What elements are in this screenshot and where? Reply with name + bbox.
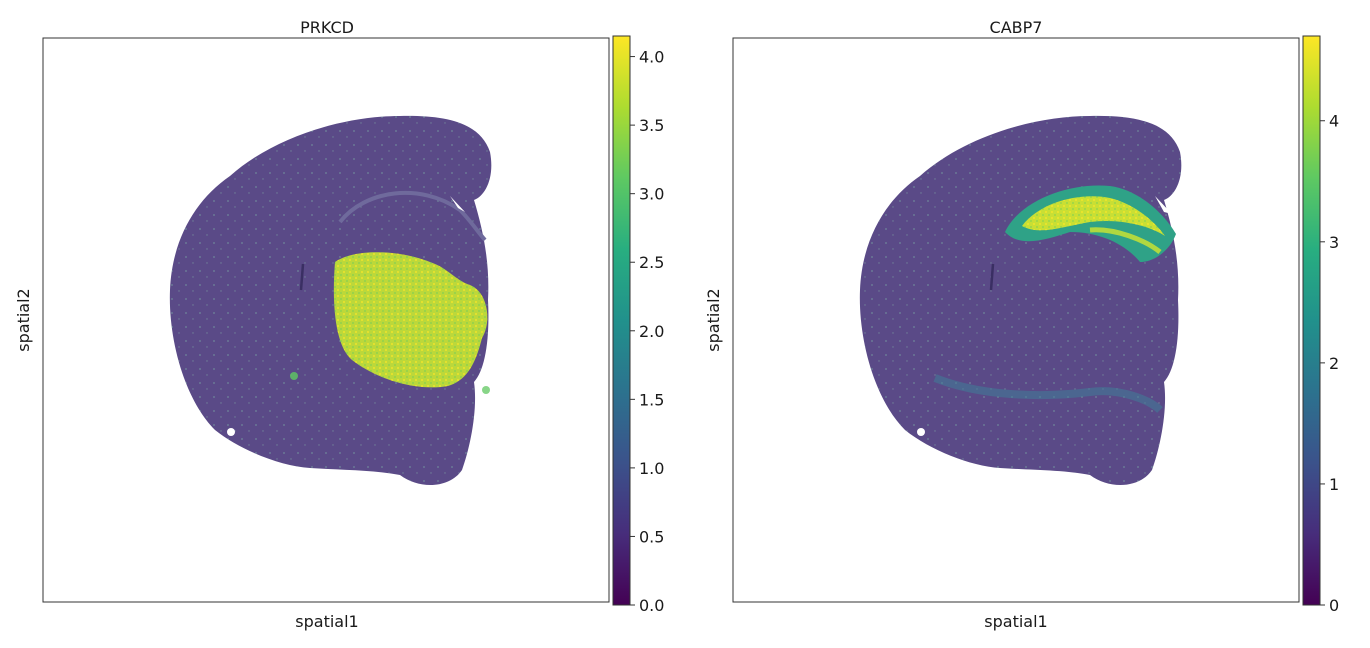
- panel-prkcd: PRKCD spatial1 spatial2 0.0 0.5 1.0 1.5 2.0 2…: [14, 18, 664, 631]
- panel-title: PRKCD: [300, 18, 354, 37]
- colorbar-tick-label: 0: [1329, 596, 1339, 615]
- lower-band: [933, 374, 1163, 414]
- tissue-hole: [917, 428, 925, 436]
- spot-outlier: [482, 386, 490, 394]
- colorbar-tick-label: 0.0: [639, 596, 664, 615]
- hippocampus-outer: [1005, 185, 1176, 262]
- colorbar-ticks: 0 1 2 3 4: [1320, 112, 1339, 615]
- hippocampus-rim: [450, 196, 465, 212]
- colorbar-tick-label: 0.5: [639, 527, 664, 546]
- ventricle-gap: [1155, 196, 1172, 214]
- y-axis-label: spatial2: [14, 288, 33, 351]
- tissue-hole: [227, 428, 235, 436]
- colorbar-tick-label: 2: [1329, 354, 1339, 373]
- tissue-section: [859, 115, 1182, 486]
- y-axis-label: spatial2: [704, 288, 723, 351]
- lateral-fissure: [299, 263, 305, 291]
- ventricle-line: [338, 190, 487, 242]
- colorbar-tick-label: 3.5: [639, 116, 664, 135]
- colorbar-tick-label: 1: [1329, 475, 1339, 494]
- x-axis-label: spatial1: [295, 612, 358, 631]
- colorbar-tick-label: 4.0: [639, 48, 664, 67]
- tissue-dots: [169, 115, 492, 486]
- spot-outlier: [290, 372, 298, 380]
- colorbar-tick-label: 3.0: [639, 185, 664, 204]
- colorbar-tick-label: 3: [1329, 233, 1339, 252]
- panel-cabp7: CABP7 spatial1 spatial2 0 1 2 3 4: [704, 18, 1339, 631]
- lateral-fissure: [989, 263, 995, 291]
- colorbar-tick-label: 2.0: [639, 322, 664, 341]
- colorbar: [1302, 35, 1321, 606]
- colorbar-tick-label: 1.0: [639, 459, 664, 478]
- colorbar-tick-label: 4: [1329, 112, 1339, 131]
- panel-title: CABP7: [990, 18, 1043, 37]
- tissue-section: [169, 115, 492, 486]
- thalamus-dots: [333, 252, 488, 388]
- colorbar-tick-label: 2.5: [639, 253, 664, 272]
- hippocampus-dots: [1022, 196, 1165, 236]
- colorbar: [612, 35, 631, 606]
- x-axis-label: spatial1: [984, 612, 1047, 631]
- hippocampus-band: [1089, 227, 1162, 254]
- colorbar-ticks: 0.0 0.5 1.0 1.5 2.0 2.5 3.0 3.5 4.0: [630, 48, 664, 615]
- colorbar-tick-label: 1.5: [639, 390, 664, 409]
